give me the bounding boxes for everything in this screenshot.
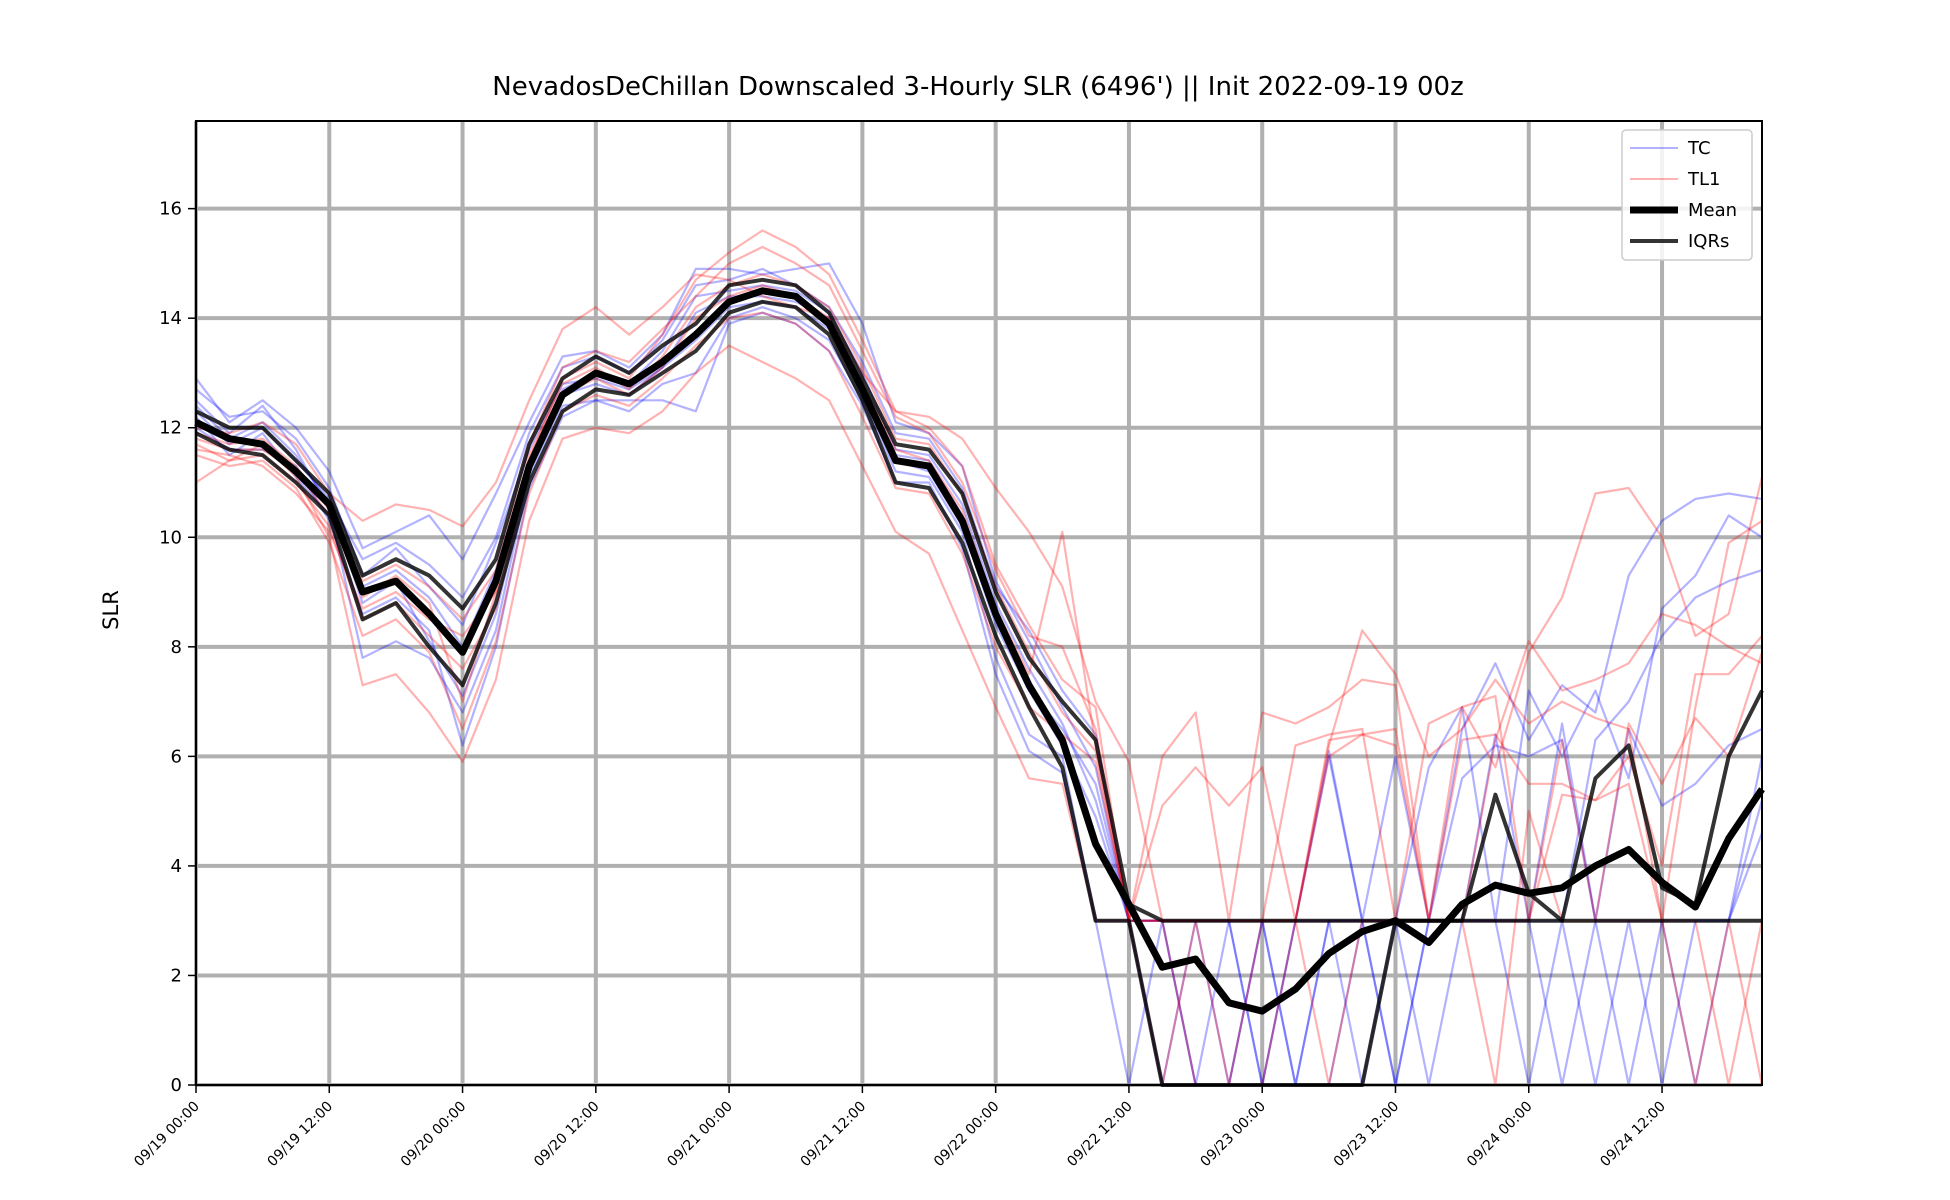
plot-frame (195, 120, 1763, 1086)
x-tick-label: 09/19 00:00 (131, 1099, 203, 1171)
tc-member-line (195, 262, 1763, 1087)
chart-title: NevadosDeChillan Downscaled 3-Hourly SLR… (492, 72, 1463, 102)
x-tick-label: 09/20 00:00 (398, 1099, 470, 1171)
y-tick-label: 12 (159, 418, 182, 439)
y-tick-label: 10 (159, 527, 182, 548)
legend-box (1621, 129, 1753, 261)
legend-label: TC (1687, 138, 1711, 159)
x-tick-label: 09/21 12:00 (798, 1099, 870, 1171)
legend-label: TL1 (1687, 169, 1720, 190)
series-lines (194, 229, 1765, 1087)
y-tick-label: 2 (171, 965, 182, 986)
x-tick-label: 09/22 00:00 (931, 1099, 1003, 1171)
legend: TC TL1 Mean IQRs (1621, 129, 1753, 261)
y-tick-label: 8 (171, 637, 182, 658)
tc-member-line (195, 311, 1764, 1087)
x-tick-label: 09/23 12:00 (1331, 1099, 1403, 1171)
iqr-line (195, 277, 1764, 923)
tl1-member-line (195, 245, 1763, 922)
tl1-member-line (195, 273, 1763, 922)
tl1-member-line (195, 229, 1764, 1087)
iqr-line (195, 299, 1762, 1087)
tc-member-line (195, 284, 1763, 1087)
y-tick-label: 16 (159, 199, 182, 220)
x-tick-label: 09/23 00:00 (1198, 1099, 1270, 1171)
x-tick-label: 09/19 12:00 (265, 1099, 337, 1171)
y-tick-label: 0 (171, 1075, 182, 1096)
y-tick-label: 4 (171, 856, 182, 877)
tl1-member-line (195, 344, 1764, 922)
y-tick-label: 14 (159, 308, 182, 329)
x-tick-label: 09/24 00:00 (1464, 1099, 1536, 1171)
x-tick-label: 09/22 12:00 (1064, 1099, 1136, 1171)
y-tick-label: 6 (171, 746, 182, 767)
x-tick-label: 09/24 12:00 (1597, 1099, 1669, 1171)
tl1-member-line (195, 311, 1763, 922)
legend-label: Mean (1688, 200, 1737, 221)
mean-line (194, 287, 1765, 1015)
legend-label: IQRs (1688, 231, 1729, 252)
x-tick-label: 09/21 00:00 (664, 1099, 736, 1171)
x-tick-label: 09/20 12:00 (531, 1099, 603, 1171)
y-axis-label: SLR (99, 590, 123, 630)
